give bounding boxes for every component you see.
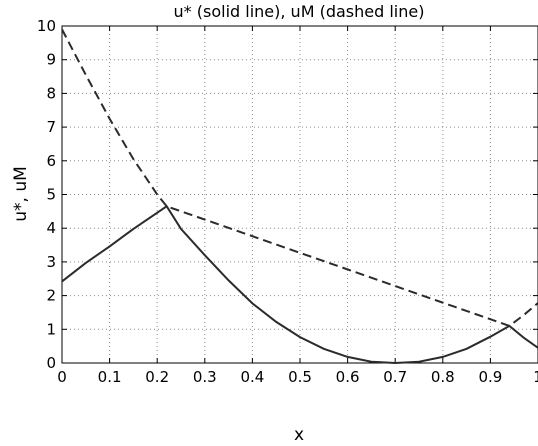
x-tick-label: 0.9 <box>478 368 502 386</box>
x-tick-label: 0.7 <box>383 368 407 386</box>
ticks: 00.10.20.30.40.50.60.70.80.9101234567891… <box>37 17 538 386</box>
y-tick-label: 5 <box>46 186 56 204</box>
y-tick-label: 10 <box>37 17 56 35</box>
series-line-dashed <box>61 28 538 328</box>
x-tick-label: 0.1 <box>98 368 122 386</box>
x-tick-label: 0.2 <box>145 368 169 386</box>
y-tick-label: 2 <box>46 287 56 305</box>
y-tick-label: 9 <box>46 51 56 69</box>
series-line-solid <box>61 204 538 365</box>
y-tick-label: 3 <box>46 253 56 271</box>
y-tick-label: 0 <box>46 354 56 372</box>
y-tick-label: 6 <box>46 152 56 170</box>
chart-title: u* (solid line), uM (dashed line) <box>174 2 425 21</box>
series-group <box>61 28 538 365</box>
y-tick-label: 1 <box>46 320 56 338</box>
y-axis-label: u*, uM <box>11 166 31 222</box>
x-tick-label: 0 <box>57 368 67 386</box>
x-tick-label: 0.4 <box>240 368 264 386</box>
y-tick-label: 7 <box>46 118 56 136</box>
y-tick-label: 4 <box>46 219 56 237</box>
x-tick-label: 0.3 <box>193 368 217 386</box>
x-axis-label: x <box>294 425 304 445</box>
x-tick-label: 0.5 <box>288 368 312 386</box>
x-tick-label: 0.8 <box>431 368 455 386</box>
y-tick-label: 8 <box>46 84 56 102</box>
x-tick-label: 1 <box>533 368 538 386</box>
x-tick-label: 0.6 <box>336 368 360 386</box>
grid <box>62 26 538 363</box>
